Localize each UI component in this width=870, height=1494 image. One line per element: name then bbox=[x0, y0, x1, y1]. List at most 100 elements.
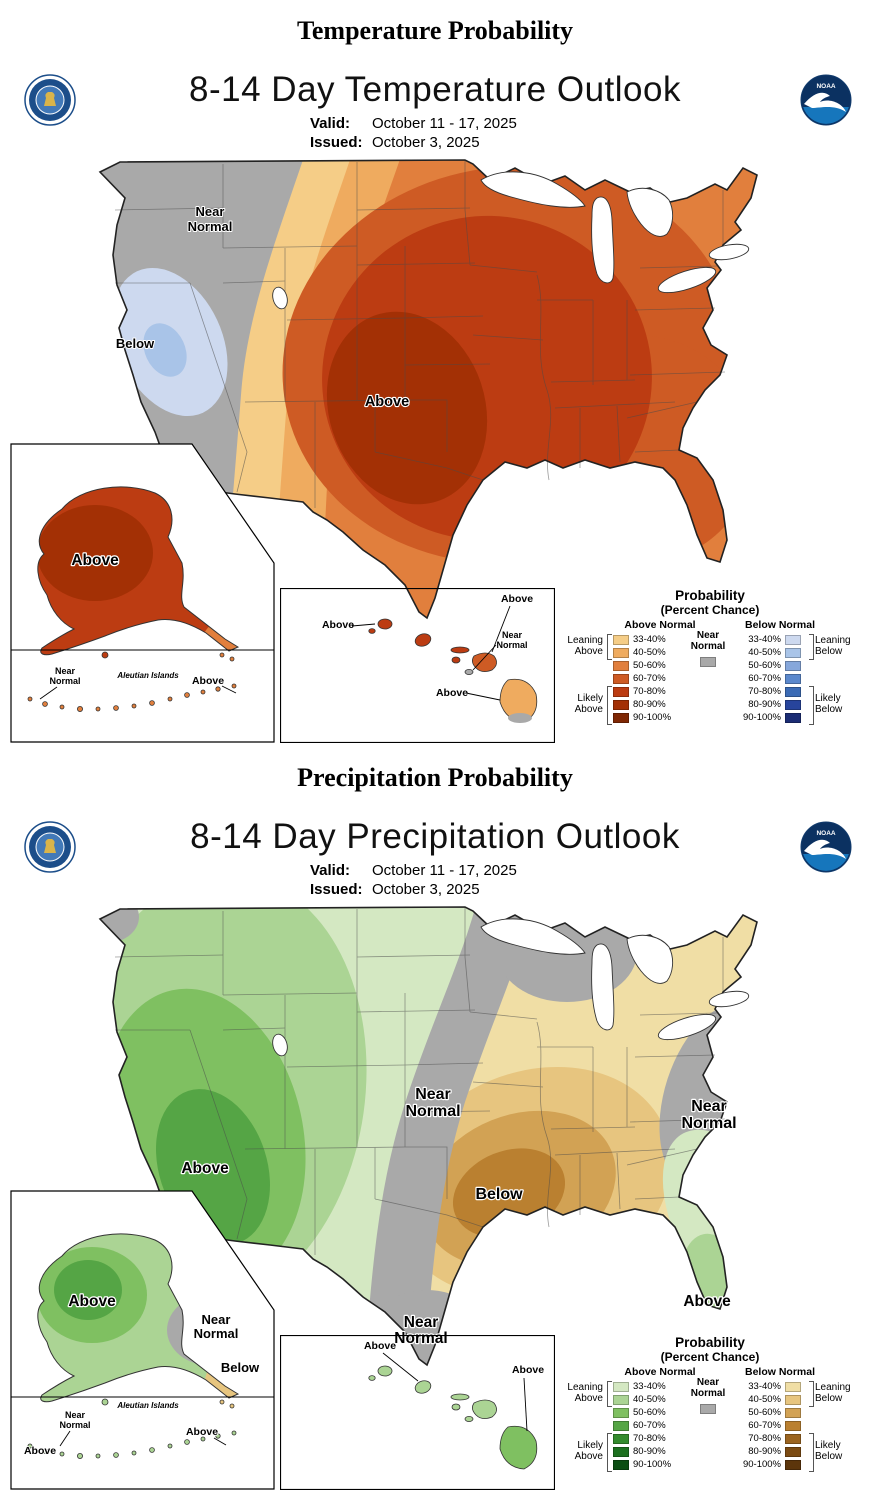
doc-seal-logo bbox=[24, 821, 76, 873]
valid-label: Valid: bbox=[310, 862, 351, 879]
legend-bracket bbox=[809, 634, 814, 660]
legend-range-label: 80-90% bbox=[633, 699, 666, 710]
legend-row-above: 70-80% bbox=[613, 685, 679, 698]
map-title-temperature: 8-14 Day Temperature Outlook bbox=[189, 70, 681, 109]
map-label-above: Above bbox=[181, 1160, 229, 1177]
legend-bracket bbox=[809, 1433, 814, 1472]
legend-swatch bbox=[613, 1433, 629, 1444]
legend-range-label: 90-100% bbox=[633, 712, 672, 723]
noaa-gull-icon bbox=[804, 839, 846, 859]
legend-row-above: 80-90% bbox=[613, 1445, 679, 1458]
legend-range-label: 50-60% bbox=[748, 660, 781, 671]
svg-text:Normal: Normal bbox=[59, 1420, 90, 1430]
valid-value: October 11 - 17, 2025 bbox=[372, 862, 517, 879]
legend-near-normal: Near Normal bbox=[681, 1377, 735, 1414]
aleutian-islands-label: Aleutian Islands bbox=[116, 1401, 179, 1410]
alaska-inset-temperature: Above Near Normal Aleutian Islands Above bbox=[10, 443, 275, 743]
legend-bracket bbox=[809, 1381, 814, 1407]
legend-swatch bbox=[613, 699, 629, 710]
legend-range-label: 33-40% bbox=[633, 1381, 666, 1392]
valid-label: Valid: bbox=[310, 115, 351, 132]
map-label-near-normal: Near bbox=[404, 1314, 438, 1331]
legend-leaning-above: Leaning Above bbox=[567, 635, 603, 657]
valid-issued-precipitation: Valid: October 11 - 17, 2025 Issued: Octob… bbox=[0, 861, 870, 899]
legend-row-below: 40-50% bbox=[735, 646, 801, 659]
legend-range-label: 50-60% bbox=[633, 660, 666, 671]
legend-swatch bbox=[613, 1446, 629, 1457]
hawaii-inset-precipitation: Above Above bbox=[280, 1335, 555, 1490]
legend-row-below: 90-100% bbox=[735, 1458, 801, 1471]
legend-range-label: 90-100% bbox=[742, 1459, 781, 1470]
conus-labels-temperature: Near Normal Below Above bbox=[115, 203, 410, 411]
hawaii-label-above: Above bbox=[501, 593, 533, 605]
legend-swatch bbox=[613, 660, 629, 671]
alaska-inset-frame bbox=[10, 1190, 275, 1490]
legend-temperature: Probability (Percent Chance) Above Norma… bbox=[557, 588, 863, 738]
legend-swatch bbox=[785, 1381, 801, 1392]
legend-row-above: 33-40% bbox=[613, 1380, 679, 1393]
conus-labels-precipitation: Near Normal Below Near Normal Near Norma… bbox=[180, 1085, 738, 1348]
svg-text:Normal: Normal bbox=[405, 1103, 460, 1120]
legend-row-below: 40-50% bbox=[735, 1393, 801, 1406]
map-label-near-normal: Normal bbox=[188, 219, 233, 234]
aleutian-islands-label: Aleutian Islands bbox=[116, 671, 179, 680]
legend-leaning-above: Leaning Above bbox=[567, 1382, 603, 1404]
conus-map-temperature: Near Normal Below Above bbox=[99, 159, 758, 619]
legend-row-above: 90-100% bbox=[613, 1458, 679, 1471]
legend-swatch bbox=[785, 647, 801, 658]
legend-below-header: Below Normal bbox=[744, 619, 815, 631]
legend-above-rows: 33-40% 40-50% 50-60% 60-70% 70-80% 80-90% 90-1… bbox=[613, 1380, 679, 1471]
legend-row-above: 50-60% bbox=[613, 659, 679, 672]
doc-seal-emblem bbox=[44, 92, 56, 106]
legend-row-below: 80-90% bbox=[735, 1445, 801, 1458]
legend-swatch bbox=[613, 634, 629, 645]
legend-below-rows: 33-40% 40-50% 50-60% 60-70% 70-80% 80-90% 90-1… bbox=[735, 1380, 801, 1471]
hawaii-label-above: Above bbox=[322, 619, 354, 631]
legend-range-label: 60-70% bbox=[748, 1420, 781, 1431]
legend-bracket bbox=[607, 1381, 612, 1407]
hawaii-inset-temperature: Above Above Near Normal Above bbox=[280, 588, 555, 743]
legend-range-label: 40-50% bbox=[748, 647, 781, 658]
legend-swatch bbox=[613, 1407, 629, 1418]
hawaii-islands-temperature bbox=[368, 618, 538, 723]
issued-value: October 3, 2025 bbox=[372, 134, 480, 151]
map-label-below: Below bbox=[116, 336, 155, 351]
legend-range-label: 33-40% bbox=[748, 1381, 781, 1392]
aleutian-label-near-normal: Near bbox=[55, 666, 76, 676]
legend-swatch bbox=[785, 686, 801, 697]
hawaii-label-above: Above bbox=[512, 1364, 544, 1376]
hawaii-label-above: Above bbox=[364, 1340, 396, 1352]
legend-range-label: 70-80% bbox=[633, 686, 666, 697]
svg-text:Normal: Normal bbox=[394, 1330, 447, 1347]
noaa-logo-text: NOAA bbox=[816, 830, 835, 837]
legend-bracket bbox=[607, 634, 612, 660]
map-title-precipitation: 8-14 Day Precipitation Outlook bbox=[190, 817, 680, 856]
legend-likely-below: Likely Below bbox=[815, 693, 843, 715]
legend-below-rows: 33-40% 40-50% 50-60% 60-70% 70-80% 80-90% 90-1… bbox=[735, 633, 801, 724]
legend-below-header: Below Normal bbox=[744, 1366, 815, 1378]
legend-bracket bbox=[809, 686, 814, 725]
legend-row-above: 50-60% bbox=[613, 1406, 679, 1419]
legend-swatch bbox=[613, 647, 629, 658]
hawaii-inset-frame bbox=[280, 588, 555, 743]
legend-bracket bbox=[607, 686, 612, 725]
legend-title: Probability bbox=[675, 588, 745, 603]
map-label-above: Above bbox=[365, 394, 409, 410]
issued-value: October 3, 2025 bbox=[372, 881, 480, 898]
doc-seal-emblem bbox=[44, 839, 56, 853]
legend-leaning-below: Leaning Below bbox=[815, 635, 851, 657]
legend-row-above: 40-50% bbox=[613, 1393, 679, 1406]
noaa-logo: NOAA bbox=[800, 821, 852, 873]
section-title-temperature: Temperature Probability bbox=[296, 16, 574, 45]
svg-text:Normal: Normal bbox=[496, 640, 527, 650]
legend-swatch bbox=[785, 660, 801, 671]
legend-swatch bbox=[785, 1394, 801, 1405]
legend-range-label: 60-70% bbox=[633, 1420, 666, 1431]
legend-swatch bbox=[785, 699, 801, 710]
legend-range-label: 60-70% bbox=[748, 673, 781, 684]
legend-range-label: 70-80% bbox=[748, 1433, 781, 1444]
svg-text:Normal: Normal bbox=[681, 1115, 736, 1132]
hawaii-islands-precipitation bbox=[368, 1365, 538, 1470]
legend-precipitation: Probability (Percent Chance) Above Norma… bbox=[557, 1335, 863, 1485]
legend-swatch bbox=[785, 1433, 801, 1444]
